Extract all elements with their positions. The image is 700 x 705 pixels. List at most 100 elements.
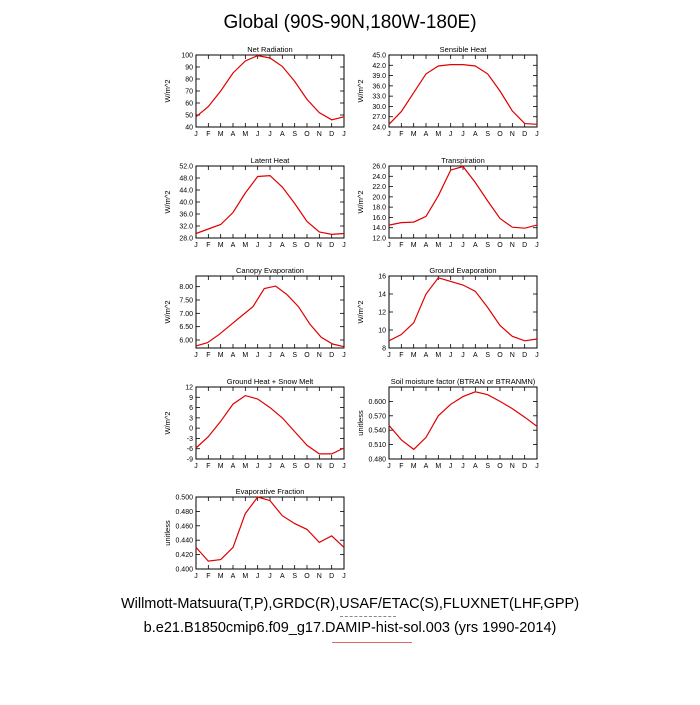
y-tick-label: 12.0: [372, 236, 386, 243]
panel-title: Transpiration: [441, 156, 485, 165]
x-tick-label: J: [449, 242, 453, 249]
x-tick-label: J: [194, 242, 198, 249]
x-tick-label: M: [435, 242, 441, 249]
y-tick-label: 0.400: [175, 567, 193, 574]
x-tick-label: J: [342, 573, 346, 580]
x-tick-label: A: [280, 573, 285, 580]
x-tick-label: D: [329, 352, 334, 359]
y-tick-label: 7.50: [179, 298, 193, 305]
y-tick-label: 42.0: [372, 63, 386, 70]
x-tick-label: D: [329, 242, 334, 249]
x-tick-label: N: [510, 131, 515, 138]
y-axis-label: unitless: [163, 520, 172, 546]
x-tick-label: J: [256, 463, 260, 470]
x-tick-label: J: [268, 242, 272, 249]
figure-title: Global (90S-90N,180W-180E): [223, 12, 477, 33]
y-tick-label: 0.510: [368, 442, 386, 449]
chart-panel-8: Evaporative Fraction unitless 0.400 0.420 0.…: [163, 487, 346, 580]
y-tick-label: 9: [189, 395, 193, 402]
panel-title: Net Radiation: [247, 45, 292, 54]
x-tick-label: S: [485, 242, 490, 249]
x-tick-label: D: [329, 573, 334, 580]
x-tick-label: A: [473, 463, 478, 470]
x-tick-label: S: [292, 463, 297, 470]
y-tick-label: 100: [181, 53, 193, 60]
x-tick-label: J: [387, 242, 391, 249]
x-tick-label: F: [206, 573, 210, 580]
y-tick-label: 52.0: [179, 164, 193, 171]
x-tick-label: F: [206, 352, 210, 359]
x-tick-label: N: [510, 352, 515, 359]
y-tick-label: 0: [189, 426, 193, 433]
x-tick-label: M: [242, 573, 248, 580]
plot-frame: [388, 54, 538, 128]
y-tick-label: 50: [185, 113, 193, 120]
y-tick-label: 20.0: [372, 194, 386, 201]
series-line: [195, 174, 345, 236]
x-tick-label: J: [194, 463, 198, 470]
y-tick-label: 30.0: [372, 104, 386, 111]
y-tick-label: 27.0: [372, 114, 386, 121]
x-tick-label: M: [218, 463, 224, 470]
x-tick-label: N: [317, 463, 322, 470]
x-tick-label: M: [218, 131, 224, 138]
chart-panel-2: Latent Heat W/m^2 28.0 32.0 36.0 40.0 44.0 48.0…: [163, 156, 346, 249]
plot-frame: [195, 496, 345, 570]
x-tick-label: O: [304, 573, 310, 580]
panel-title: Soil moisture factor (BTRAN or BTRANMN): [391, 377, 536, 386]
x-tick-label: O: [497, 463, 503, 470]
y-tick-label: 10: [378, 328, 386, 335]
x-tick-label: A: [231, 242, 236, 249]
y-tick-label: 6.00: [179, 338, 193, 345]
y-tick-label: 0.480: [175, 509, 193, 516]
y-tick-label: 0.570: [368, 413, 386, 420]
x-tick-label: F: [206, 463, 210, 470]
x-tick-label: A: [424, 352, 429, 359]
y-axis-label: W/m^2: [356, 300, 365, 323]
x-tick-label: O: [304, 463, 310, 470]
y-tick-label: 36.0: [372, 83, 386, 90]
x-tick-label: A: [424, 242, 429, 249]
chart-panel-7: Soil moisture factor (BTRAN or BTRANMN) u…: [356, 377, 539, 470]
x-tick-label: O: [304, 352, 310, 359]
x-tick-label: J: [194, 573, 198, 580]
panel-title: Evaporative Fraction: [236, 487, 305, 496]
y-tick-label: -6: [187, 446, 193, 453]
x-tick-label: J: [387, 463, 391, 470]
series-line: [388, 165, 538, 229]
y-tick-label: 28.0: [179, 236, 193, 243]
x-tick-label: D: [522, 242, 527, 249]
chart-panel-6: Ground Heat + Snow Melt W/m^2 -9 -6 -3 0 3 6 9 12…: [163, 377, 346, 470]
x-tick-label: M: [411, 131, 417, 138]
x-tick-label: A: [473, 352, 478, 359]
x-tick-label: F: [399, 131, 403, 138]
x-tick-label: J: [256, 352, 260, 359]
x-tick-label: J: [194, 352, 198, 359]
y-axis-label: W/m^2: [356, 190, 365, 213]
x-tick-label: J: [535, 352, 539, 359]
y-tick-label: 70: [185, 89, 193, 96]
footer-case-name: b.e21.B1850cmip6.f09_g17.DAMIP-hist-sol.…: [143, 620, 557, 636]
series-line: [388, 277, 538, 342]
x-tick-label: M: [435, 131, 441, 138]
x-tick-label: J: [342, 352, 346, 359]
x-tick-label: M: [411, 242, 417, 249]
x-tick-label: J: [256, 242, 260, 249]
x-tick-label: S: [485, 131, 490, 138]
x-tick-label: J: [535, 463, 539, 470]
x-tick-label: A: [424, 131, 429, 138]
x-tick-label: A: [280, 352, 285, 359]
x-tick-label: J: [449, 352, 453, 359]
y-axis-label: unitless: [356, 410, 365, 436]
x-tick-label: S: [292, 242, 297, 249]
x-tick-label: A: [231, 131, 236, 138]
footer-data-sources: Willmott-Matsuura(T,P),GRDC(R),USAF/ETAC…: [120, 596, 580, 612]
x-tick-label: J: [461, 242, 465, 249]
y-tick-label: 0.440: [175, 538, 193, 545]
x-tick-label: M: [411, 352, 417, 359]
x-tick-label: J: [342, 131, 346, 138]
panel-title: Latent Heat: [251, 156, 291, 165]
y-tick-label: 7.00: [179, 311, 193, 318]
panel-title: Sensible Heat: [440, 45, 488, 54]
